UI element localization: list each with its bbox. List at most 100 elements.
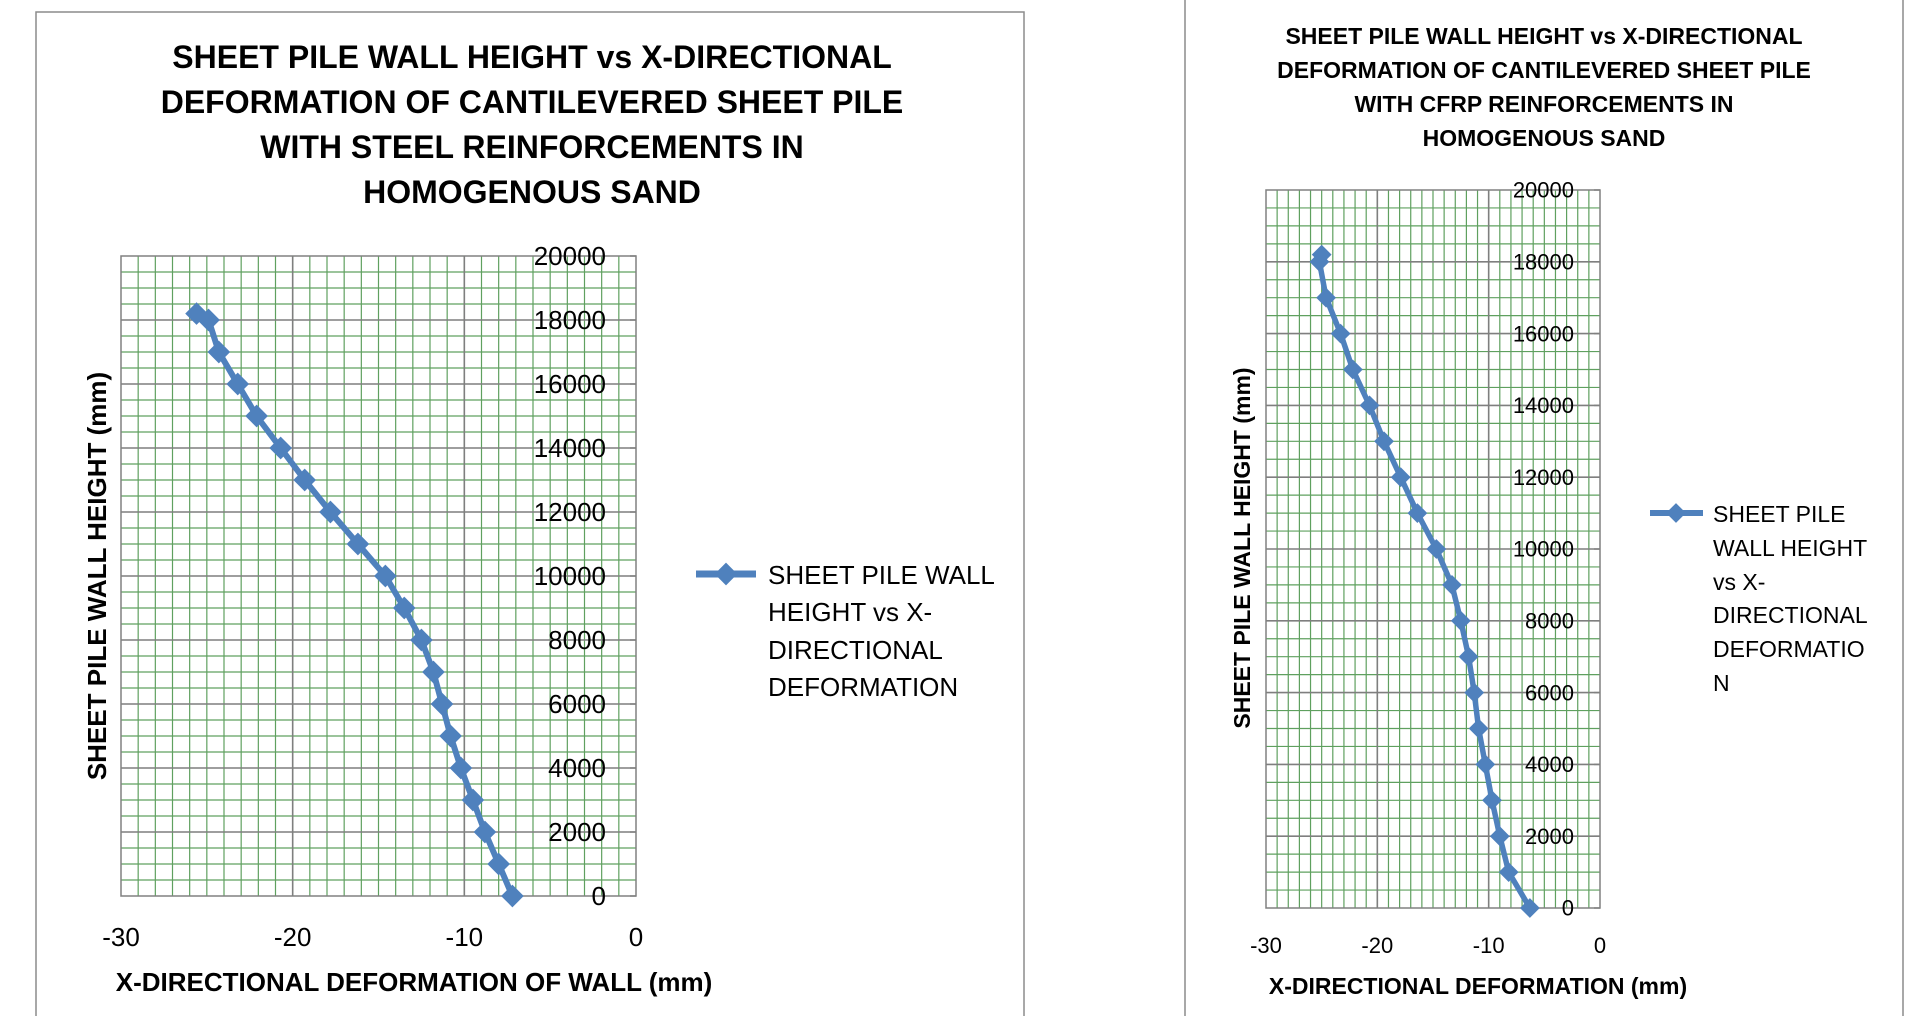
chart-1-legend-text: DIRECTIONAL	[768, 635, 943, 665]
y-tick-label: 0	[1562, 896, 1574, 921]
chart-1-title-line: HOMOGENOUS SAND	[363, 174, 701, 210]
chart-2-legend-text: DEFORMATIO	[1713, 636, 1865, 662]
y-tick-label: 8000	[1525, 609, 1574, 634]
chart-1-series	[185, 302, 524, 908]
chart-2-title-line: WITH CFRP REINFORCEMENTS IN	[1354, 91, 1733, 117]
data-point-marker	[1475, 754, 1496, 775]
y-tick-label: 4000	[1525, 752, 1574, 777]
chart-1-legend-text: SHEET PILE WALL	[768, 560, 995, 590]
chart-2-legend-text: SHEET PILE	[1713, 501, 1846, 527]
data-point-marker	[487, 852, 510, 876]
y-tick-label: 12000	[1513, 465, 1574, 490]
x-tick-label: -30	[102, 922, 140, 952]
data-point-marker	[1482, 790, 1502, 811]
x-tick-label: -10	[446, 922, 484, 952]
y-tick-label: 2000	[1525, 824, 1574, 849]
chart-2-series	[1309, 244, 1540, 918]
x-tick-label: 0	[629, 922, 643, 952]
chart-1-x-ticks: -30 -20 -10 0	[102, 922, 643, 952]
chart-1-legend-marker	[714, 562, 738, 586]
data-point-marker	[1342, 359, 1363, 380]
data-point-marker	[1359, 395, 1380, 416]
data-point-marker	[293, 468, 316, 492]
chart-1-legend: SHEET PILE WALL HEIGHT vs X- DIRECTIONAL…	[696, 560, 995, 702]
y-tick-label: 14000	[1513, 393, 1574, 418]
chart-2: SHEET PILE WALL HEIGHT vs X-DIRECTIONAL …	[1229, 23, 1868, 999]
data-point-marker	[1316, 287, 1337, 308]
y-tick-label: 18000	[534, 305, 606, 335]
chart-2-legend-marker	[1666, 503, 1686, 523]
y-tick-label: 20000	[1513, 178, 1574, 203]
chart-2-title-line: HOMOGENOUS SAND	[1423, 125, 1666, 151]
y-tick-label: 14000	[534, 433, 606, 463]
data-point-marker	[374, 564, 397, 588]
chart-2-x-axis-label: X-DIRECTIONAL DEFORMATION (mm)	[1269, 973, 1687, 999]
y-tick-label: 12000	[534, 497, 606, 527]
chart-2-y-axis-label: SHEET PILE WALL HEIGHT (mm)	[1229, 367, 1255, 728]
y-tick-label: 10000	[1513, 537, 1574, 562]
chart-1-y-axis-label: SHEET PILE WALL HEIGHT (mm)	[82, 372, 112, 780]
chart-2-title-line: SHEET PILE WALL HEIGHT vs X-DIRECTIONAL	[1285, 23, 1802, 49]
data-point-marker	[1374, 431, 1394, 452]
chart-1-title: SHEET PILE WALL HEIGHT vs X-DIRECTIONAL …	[161, 39, 904, 210]
chart-1-x-axis-label: X-DIRECTIONAL DEFORMATION OF WALL (mm)	[116, 967, 713, 997]
y-tick-label: 4000	[548, 753, 606, 783]
chart-2-legend: SHEET PILE WALL HEIGHT vs X- DIRECTIONAL…	[1650, 501, 1868, 696]
chart-2-title: SHEET PILE WALL HEIGHT vs X-DIRECTIONAL …	[1277, 23, 1811, 151]
data-point-marker	[449, 756, 473, 780]
data-point-marker	[430, 692, 454, 716]
data-point-marker	[346, 532, 370, 556]
y-tick-label: 6000	[1525, 680, 1574, 705]
data-point-marker	[1489, 826, 1510, 847]
y-tick-label: 0	[592, 881, 606, 911]
chart-2-legend-text: vs X-	[1713, 569, 1765, 595]
x-tick-label: -20	[274, 922, 312, 952]
chart-1-legend-text: HEIGHT vs X-	[768, 597, 932, 627]
y-tick-label: 6000	[548, 689, 606, 719]
y-tick-label: 18000	[1513, 250, 1574, 275]
data-point-marker	[319, 500, 342, 524]
data-point-marker	[1390, 467, 1411, 488]
y-tick-label: 20000	[534, 241, 606, 271]
chart-1-frame	[35, 11, 1025, 1016]
chart-1-title-line: SHEET PILE WALL HEIGHT vs X-DIRECTIONAL	[172, 39, 891, 75]
chart-1-title-line: DEFORMATION OF CANTILEVERED SHEET PILE	[161, 84, 904, 120]
chart-2-legend-text: DIRECTIONAL	[1713, 602, 1868, 628]
data-point-marker	[501, 884, 524, 908]
chart-2-x-ticks: -30 -20 -10 0	[1250, 933, 1606, 958]
data-point-marker	[439, 724, 462, 748]
data-point-marker	[1450, 610, 1471, 631]
data-point-marker	[1468, 718, 1489, 739]
chart-2-legend-text: N	[1713, 670, 1730, 696]
data-point-marker	[422, 660, 445, 684]
data-point-marker	[410, 628, 433, 652]
x-tick-label: -10	[1473, 933, 1505, 958]
data-point-marker	[461, 788, 485, 812]
x-tick-label: 0	[1594, 933, 1606, 958]
x-tick-label: -20	[1361, 933, 1393, 958]
y-tick-label: 16000	[1513, 321, 1574, 346]
data-point-marker	[1519, 898, 1540, 918]
chart-2-y-ticks: 0 2000 4000 6000 8000 10000 12000 14000 16000 180…	[1513, 178, 1600, 921]
chart-1-title-line: WITH STEEL REINFORCEMENTS IN	[260, 129, 803, 165]
data-point-marker	[473, 820, 497, 844]
chart-1-y-ticks: 0 2000 4000 6000 8000 10000 12000 14000 16000 180…	[534, 241, 636, 911]
y-tick-label: 10000	[534, 561, 606, 591]
data-point-marker	[1442, 575, 1462, 595]
chart-2-legend-text: WALL HEIGHT	[1713, 535, 1867, 561]
data-point-marker	[1330, 323, 1351, 344]
data-point-marker	[1458, 646, 1479, 667]
x-tick-label: -30	[1250, 933, 1282, 958]
data-point-marker	[1311, 244, 1332, 265]
y-tick-label: 8000	[548, 625, 606, 655]
y-tick-label: 2000	[548, 817, 606, 847]
data-point-marker	[1464, 682, 1485, 703]
data-point-marker	[269, 436, 292, 460]
data-point-marker	[1426, 539, 1447, 559]
data-point-marker	[1498, 862, 1519, 882]
chart-1-legend-text: DEFORMATION	[768, 672, 958, 702]
chart-2-title-line: DEFORMATION OF CANTILEVERED SHEET PILE	[1277, 57, 1811, 83]
chart-1: SHEET PILE WALL HEIGHT vs X-DIRECTIONAL …	[82, 39, 995, 997]
data-point-marker	[392, 596, 416, 620]
